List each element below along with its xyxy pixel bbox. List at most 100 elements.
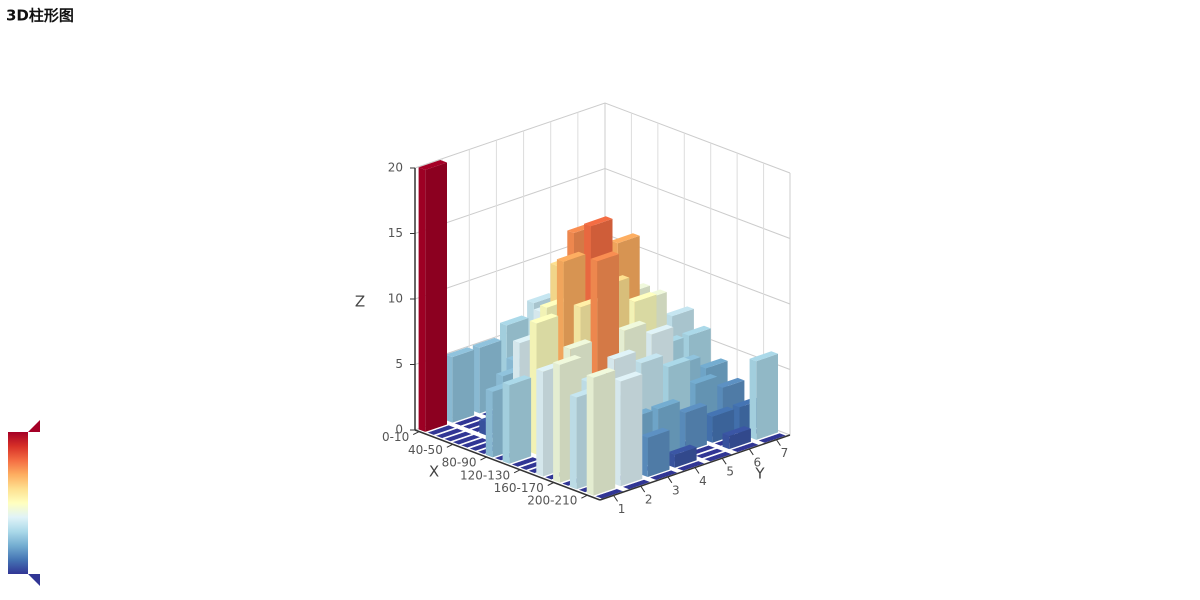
bar-front <box>613 378 621 487</box>
bar-top <box>563 339 592 350</box>
bar-front <box>732 404 740 434</box>
bar-front <box>536 369 543 477</box>
bar <box>418 160 447 432</box>
bar-top <box>426 424 457 436</box>
bar <box>641 427 670 477</box>
x-axis <box>414 429 601 501</box>
x-tick-label: 80-90 <box>442 456 477 470</box>
bar <box>451 434 482 445</box>
bar-side <box>647 430 670 477</box>
y-tick <box>667 476 673 484</box>
bar-side <box>620 374 643 487</box>
bar <box>426 424 457 436</box>
bar-top <box>500 315 529 326</box>
chart-title: 3D柱形图 <box>6 7 74 25</box>
bar <box>445 347 475 423</box>
bar-top <box>678 402 707 413</box>
bar-front <box>705 414 713 443</box>
bar-top <box>644 324 674 335</box>
x-tick-label: 40-50 <box>408 443 443 457</box>
bar-top <box>434 428 465 439</box>
bar-top <box>527 293 556 304</box>
bar-front <box>641 435 648 477</box>
bar-top <box>699 358 728 369</box>
bar-side <box>756 353 778 440</box>
bar-top <box>668 444 697 455</box>
bar-top <box>586 367 616 378</box>
bar-top <box>584 216 613 227</box>
z-tick-label: 20 <box>388 161 403 175</box>
bar-front <box>722 433 730 450</box>
x-tick <box>547 482 554 486</box>
bar-top <box>617 320 647 331</box>
bar-top <box>716 377 745 388</box>
z-tick-label: 5 <box>395 357 403 371</box>
bar-top <box>682 325 711 336</box>
bar-front <box>586 375 594 496</box>
y-tick <box>640 485 646 493</box>
x-tick-label: 120-130 <box>460 468 510 482</box>
bar <box>678 402 707 453</box>
bar-top <box>607 349 636 360</box>
y-tick-label: 6 <box>753 455 761 469</box>
bar-top <box>529 313 559 324</box>
bar-front <box>502 382 510 464</box>
bar-top <box>418 160 447 170</box>
bar-front <box>472 345 480 414</box>
handle[interactable] <box>28 420 40 432</box>
bar-front <box>678 410 686 453</box>
x-tick <box>513 469 521 474</box>
y-tick <box>613 495 618 502</box>
y-tick <box>776 439 781 446</box>
bar-top <box>472 337 502 348</box>
bar-top <box>661 357 691 368</box>
bar-side <box>509 377 532 464</box>
bar-top <box>451 434 482 445</box>
bar <box>586 367 616 496</box>
bar-front <box>445 354 453 423</box>
bar-side <box>674 447 697 468</box>
y-tick-label: 4 <box>699 474 707 488</box>
bar-side <box>425 162 447 432</box>
x-tick <box>446 443 454 448</box>
bar-top <box>634 353 663 364</box>
x-tick-label: 0-10 <box>382 430 409 444</box>
bar <box>434 428 465 439</box>
bar <box>722 426 751 450</box>
bar-top <box>443 431 473 442</box>
x-tick <box>480 456 487 461</box>
bar <box>502 375 532 464</box>
bar-top <box>453 415 484 427</box>
bar-top <box>502 375 532 386</box>
bar-side <box>452 349 475 423</box>
bar-top <box>628 292 657 302</box>
bar-top <box>613 371 643 382</box>
bar-top <box>688 374 718 384</box>
y-tick <box>694 467 700 474</box>
y-axis-label: Y <box>754 465 765 483</box>
y-tick <box>748 448 754 456</box>
y-tick-label: 3 <box>672 483 680 497</box>
y-tick-label: 7 <box>781 446 789 460</box>
x-tick-label: 160-170 <box>494 481 544 495</box>
color-bar <box>8 432 28 574</box>
y-tick <box>721 457 727 465</box>
bar-top <box>749 351 778 362</box>
handle[interactable] <box>28 574 40 586</box>
bar-top <box>445 347 475 358</box>
grid-line <box>414 102 791 174</box>
bar-front <box>553 362 560 483</box>
z-tick-label: 0 <box>395 423 403 437</box>
z-tick-label: 10 <box>388 292 403 306</box>
x-axis-label: X <box>429 463 439 481</box>
bar-top <box>590 251 619 262</box>
bar-front <box>418 167 426 432</box>
visual-map <box>8 420 40 586</box>
y-tick-label: 1 <box>618 502 626 516</box>
bar <box>613 371 643 487</box>
bar-front <box>749 358 757 440</box>
bar-front <box>485 389 493 458</box>
y-tick-label: 5 <box>726 465 734 479</box>
bar-front <box>668 452 675 468</box>
bar <box>749 351 778 440</box>
